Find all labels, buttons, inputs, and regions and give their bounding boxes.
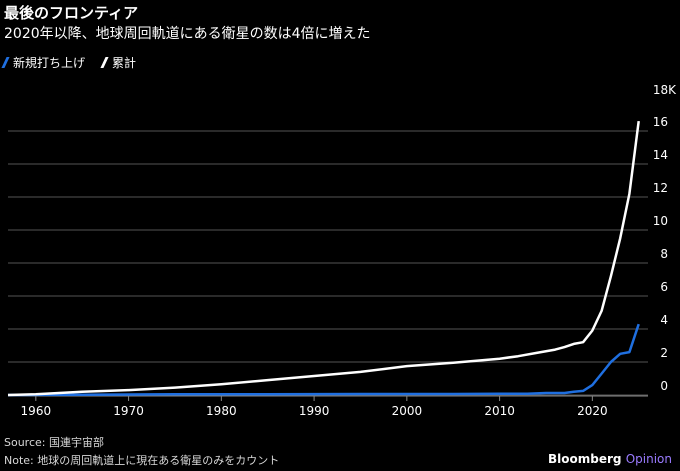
legend-item-cumulative: 累計 [100,54,137,71]
legend-label-cumulative: 累計 [112,56,137,70]
y-tick-label: 16 [653,115,668,129]
source-note: Source: 国連宇宙部 [4,436,104,449]
brand-product: Opinion [625,452,672,466]
y-unit-label: 18K [653,83,677,97]
x-tick-label: 2020 [577,404,608,418]
legend-item-new-launches: 新規打ち上げ [1,54,86,71]
chart-title: 最後のフロンティア [4,4,139,22]
brand-name: Bloomberg [548,452,622,466]
chart-subtitle: 2020年以降、地球周回軌道にある衛星の数は4倍に増えた [4,26,371,42]
legend-label-new-launches: 新規打ち上げ [13,56,86,70]
y-tick-label: 2 [660,346,668,360]
series-line-new-launches [7,323,640,397]
y-tick-label: 6 [660,280,668,294]
x-tick-label: 1970 [113,404,144,418]
y-tick-label: 10 [653,214,668,228]
series-line-cumulative [7,120,640,397]
x-tick-label: 1980 [206,404,237,418]
y-tick-label: 12 [653,181,668,195]
y-tick-label: 4 [660,313,668,327]
x-tick-label: 2000 [392,404,423,418]
legend-swatch-new-launches [1,57,10,68]
x-tick-label: 1960 [21,404,52,418]
y-tick-label: 8 [660,247,668,261]
line-chart: 0 2 4 6 8 10 12 14 16 18K 1960 1970 1980 1990 2000 2010… [7,83,677,418]
y-tick-label: 0 [660,379,668,393]
footnote: Note: 地球の周回軌道上に現在ある衛星のみをカウント [4,454,280,467]
brand-logo: Bloomberg Opinion [548,452,672,466]
legend-swatch-cumulative [100,57,109,68]
legend: 新規打ち上げ 累計 [1,54,137,71]
y-tick-label: 14 [653,148,668,162]
x-tick-label: 1990 [299,404,330,418]
x-tick-label: 2010 [484,404,515,418]
